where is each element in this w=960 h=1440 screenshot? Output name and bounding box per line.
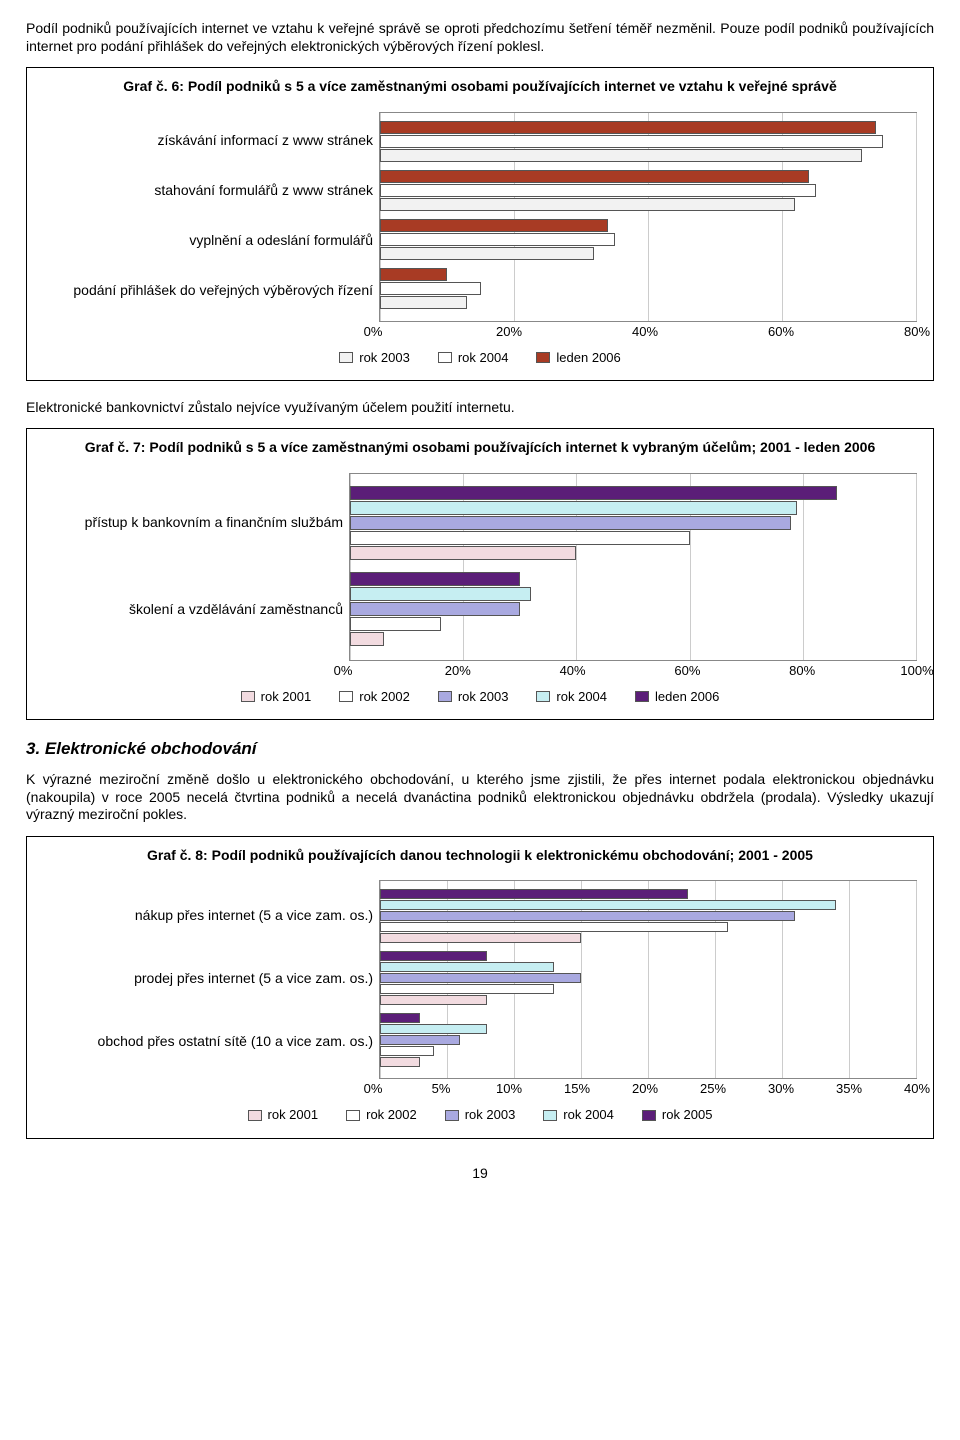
bar (380, 951, 487, 961)
chart-8-container: Graf č. 8: Podíl podniků používajících d… (26, 836, 934, 1139)
bar (380, 184, 816, 197)
chart-7-body: přístup k bankovním a finančním službám š… (43, 473, 917, 705)
intro-paragraph-1: Podíl podniků používajících internet ve … (26, 20, 934, 55)
chart-6-title: Graf č. 6: Podíl podniků s 5 a více zamě… (43, 78, 917, 96)
bar (380, 1057, 420, 1067)
bar (380, 973, 581, 983)
bar (350, 531, 690, 545)
bar (380, 121, 876, 134)
chart-6-container: Graf č. 6: Podíl podniků s 5 a více zamě… (26, 67, 934, 381)
legend-item: rok 2001 (248, 1107, 319, 1123)
category-label: vyplnění a odeslání formulářů (43, 220, 373, 262)
bar (380, 1035, 460, 1045)
axis-tick: 0% (334, 663, 353, 679)
page-number: 19 (26, 1165, 934, 1183)
axis-tick: 40% (904, 1081, 930, 1097)
axis-tick: 100% (900, 663, 933, 679)
category-label: nákup přes internet (5 a vice zam. os.) (43, 888, 373, 943)
axis-tick: 15% (564, 1081, 590, 1097)
bar (380, 1024, 487, 1034)
bar (380, 296, 467, 309)
bar (380, 962, 554, 972)
bar (380, 149, 862, 162)
bar (350, 546, 576, 560)
category-label: školení a vzdělávání zaměstnanců (43, 572, 343, 647)
legend-item: rok 2003 (339, 350, 410, 366)
paragraph-2: Elektronické bankovnictví zůstalo nejvíc… (26, 399, 934, 417)
axis-tick: 80% (789, 663, 815, 679)
category-label: získávání informací z www stránek (43, 120, 373, 162)
bar (380, 933, 581, 943)
bar (380, 1013, 420, 1023)
category-label: přístup k bankovním a finančním službám (43, 485, 343, 560)
axis-tick: 10% (496, 1081, 522, 1097)
axis-tick: 80% (904, 324, 930, 340)
bar (380, 889, 688, 899)
legend-item: rok 2004 (536, 689, 607, 705)
legend-item: rok 2003 (445, 1107, 516, 1123)
bar (380, 135, 883, 148)
category-label: podání přihlášek do veřejných výběrových… (43, 270, 373, 312)
bar (350, 516, 791, 530)
chart-6-body: získávání informací z www stránek stahová… (43, 112, 917, 366)
category-label: prodej přes internet (5 a vice zam. os.) (43, 951, 373, 1006)
bar (380, 984, 554, 994)
axis-tick: 20% (632, 1081, 658, 1097)
bar (350, 501, 797, 515)
legend-item: rok 2001 (241, 689, 312, 705)
bar (380, 247, 594, 260)
legend-item: leden 2006 (536, 350, 620, 366)
bar (380, 233, 615, 246)
category-label: obchod přes ostatní sítě (10 a vice zam.… (43, 1014, 373, 1069)
axis-tick: 30% (768, 1081, 794, 1097)
legend-item: rok 2002 (346, 1107, 417, 1123)
legend-item: rok 2004 (438, 350, 509, 366)
bar (380, 995, 487, 1005)
paragraph-3: K výrazné meziroční změně došlo u elektr… (26, 771, 934, 824)
axis-tick: 20% (445, 663, 471, 679)
bar (380, 170, 809, 183)
section-3-title: 3. Elektronické obchodování (26, 738, 934, 759)
bar (380, 911, 795, 921)
axis-tick: 0% (364, 1081, 383, 1097)
bar (350, 587, 531, 601)
bar (350, 617, 441, 631)
legend-item: rok 2004 (543, 1107, 614, 1123)
axis-tick: 20% (496, 324, 522, 340)
bar (380, 900, 836, 910)
axis-tick: 25% (700, 1081, 726, 1097)
axis-tick: 40% (632, 324, 658, 340)
bar (350, 602, 520, 616)
axis-tick: 60% (674, 663, 700, 679)
axis-tick: 40% (560, 663, 586, 679)
chart-7-container: Graf č. 7: Podíl podniků s 5 a více zamě… (26, 428, 934, 720)
legend-item: rok 2003 (438, 689, 509, 705)
axis-tick: 0% (364, 324, 383, 340)
legend-item: leden 2006 (635, 689, 719, 705)
axis-tick: 5% (432, 1081, 451, 1097)
legend-item: rok 2005 (642, 1107, 713, 1123)
bar (380, 198, 795, 211)
bar (380, 268, 447, 281)
bar (350, 572, 520, 586)
chart-8-title: Graf č. 8: Podíl podniků používajících d… (43, 847, 917, 865)
bar (350, 486, 837, 500)
bar (380, 1046, 434, 1056)
axis-tick: 60% (768, 324, 794, 340)
bar (350, 632, 384, 646)
bar (380, 282, 481, 295)
chart-8-body: nákup přes internet (5 a vice zam. os.) p… (43, 880, 917, 1123)
chart-7-title: Graf č. 7: Podíl podniků s 5 a více zamě… (43, 439, 917, 457)
category-label: stahování formulářů z www stránek (43, 170, 373, 212)
bar (380, 922, 728, 932)
axis-tick: 35% (836, 1081, 862, 1097)
legend-item: rok 2002 (339, 689, 410, 705)
bar (380, 219, 608, 232)
